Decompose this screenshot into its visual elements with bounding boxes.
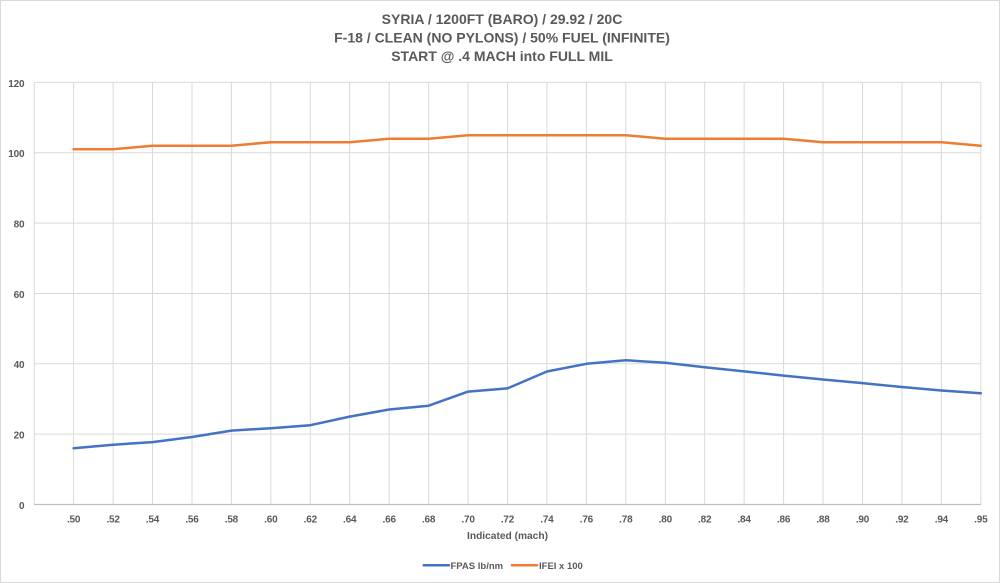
svg-text:.92: .92 [895,515,909,526]
svg-text:.76: .76 [580,515,594,526]
svg-text:Indicated (mach): Indicated (mach) [467,531,548,542]
svg-text:.86: .86 [777,515,791,526]
svg-text:.52: .52 [106,515,120,526]
svg-text:.94: .94 [935,515,949,526]
svg-text:.58: .58 [225,515,239,526]
svg-text:F-18 / CLEAN (NO PYLONS) / 50%: F-18 / CLEAN (NO PYLONS) / 50% FUEL (INF… [334,30,670,46]
svg-text:SYRIA / 1200FT (BARO) / 29.92: SYRIA / 1200FT (BARO) / 29.92 / 20C [382,11,623,27]
svg-text:.70: .70 [461,515,475,526]
svg-text:.50: .50 [67,515,81,526]
svg-text:.80: .80 [659,515,673,526]
svg-text:.56: .56 [185,515,199,526]
svg-text:100: 100 [8,149,25,160]
svg-text:.66: .66 [383,515,397,526]
svg-text:.82: .82 [698,515,712,526]
svg-text:.88: .88 [816,515,830,526]
svg-text:.64: .64 [343,515,357,526]
svg-text:.54: .54 [146,515,160,526]
svg-text:.90: .90 [856,515,870,526]
svg-text:IFEI x 100: IFEI x 100 [539,561,583,572]
svg-text:FPAS lb/nm: FPAS lb/nm [451,561,504,572]
svg-text:.84: .84 [737,515,751,526]
svg-text:40: 40 [14,360,25,371]
svg-text:.95: .95 [974,515,988,526]
svg-text:.72: .72 [501,515,515,526]
svg-text:120: 120 [8,79,25,90]
svg-text:60: 60 [14,290,25,301]
svg-text:.68: .68 [422,515,436,526]
svg-text:START @ .4 MACH into FULL MIL: START @ .4 MACH into FULL MIL [391,48,613,64]
svg-text:.60: .60 [264,515,278,526]
svg-text:.78: .78 [619,515,633,526]
svg-text:.62: .62 [304,515,318,526]
svg-text:80: 80 [14,220,25,231]
svg-text:0: 0 [19,501,25,512]
svg-text:20: 20 [14,431,25,442]
svg-text:.74: .74 [540,515,554,526]
